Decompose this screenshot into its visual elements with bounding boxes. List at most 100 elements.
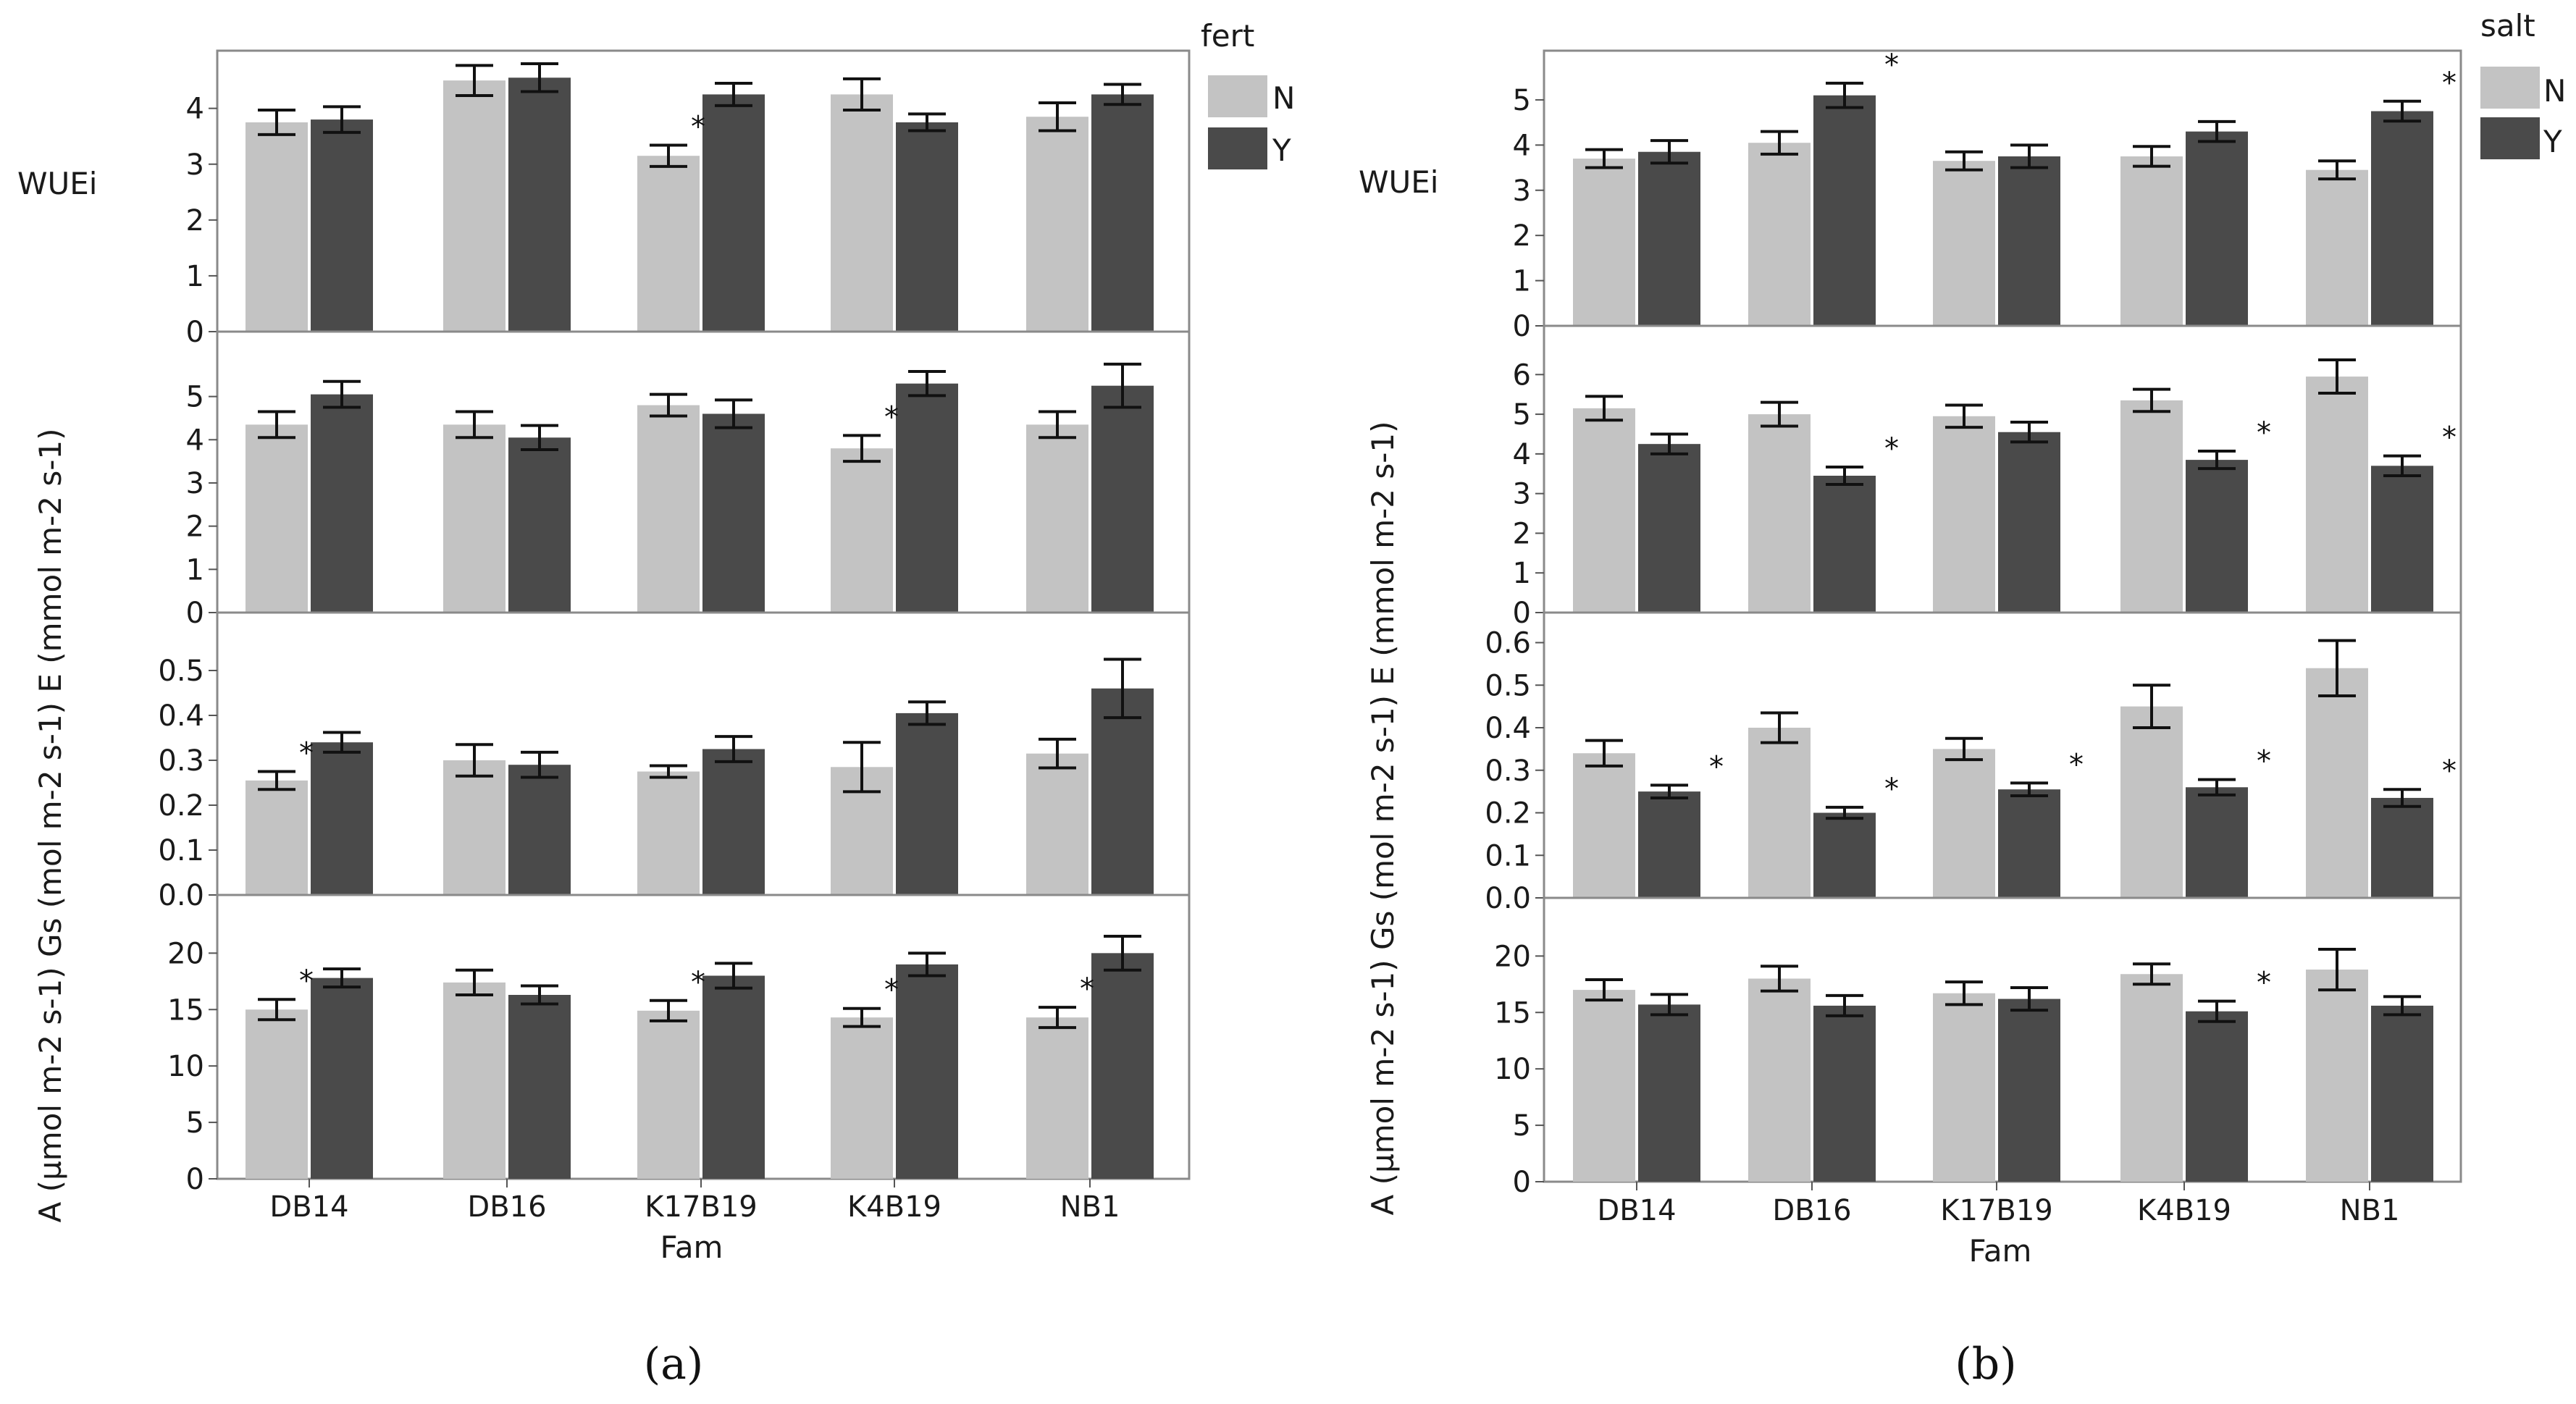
panel-a-a-bar-y-k4b19 <box>896 964 958 1179</box>
panel-b-wuei-errorbar-y-k17b19 <box>2010 143 2048 169</box>
panel-a-a-bar-n-db16 <box>443 982 505 1179</box>
panel-a-legend-title: fert <box>1201 18 1254 54</box>
panel-b-x-axis-title: Fam <box>1969 1233 2032 1269</box>
panel-b-wuei-ytick-label: 2 <box>1513 219 1531 253</box>
panel-a-gs-ytick-label: 0.0 <box>158 879 204 912</box>
panel-b-e-bar-y-k4b19 <box>2186 460 2248 613</box>
panel-b-e-bar-n-k4b19 <box>2120 400 2183 613</box>
panel-b-a-bar-n-k4b19 <box>2120 974 2183 1182</box>
panel-a-wuei-ytick-label: 2 <box>186 204 204 237</box>
panel-a-wuei-bar-n-k4b19 <box>831 94 893 332</box>
panel-b-a-bar-y-db14 <box>1638 1004 1700 1182</box>
panel-b-wuei-errorbar-n-k4b19 <box>2133 145 2170 168</box>
panel-a-e-ytick-label: 4 <box>186 424 204 457</box>
panel-a-gs-bar-n-db14 <box>246 780 308 895</box>
panel-b-a-errorbar-y-k4b19 <box>2198 999 2236 1023</box>
panel-a-a-errorbar-n-k4b19 <box>843 1006 881 1028</box>
panel-b-gs-errorbar-y-db14 <box>1650 783 1688 799</box>
panel-b-wuei-bar-y-k17b19 <box>1998 156 2060 326</box>
panel-a-a-errorbar-n-db16 <box>456 968 493 996</box>
panel-a-legend-swatch-y <box>1208 127 1267 169</box>
panel-a-gs-bar-y-db14 <box>311 742 373 895</box>
panel-a-wuei-label: WUEi <box>17 166 97 201</box>
panel-a-gs-errorbar-n-k17b19 <box>650 764 687 779</box>
panel-a-e-ytick-label: 1 <box>186 553 204 587</box>
panel-a-a-errorbar-n-k17b19 <box>650 999 687 1022</box>
panel-a-gs-errorbar-y-k17b19 <box>715 735 752 763</box>
panel-b-wuei-bar-n-db16 <box>1748 143 1811 326</box>
panel-a-e-bar-y-k4b19 <box>896 383 958 613</box>
panel-b-gs-errorbar-n-k17b19 <box>1945 736 1983 762</box>
panel-b-wuei-bar-n-k4b19 <box>2120 156 2183 326</box>
panel-a-gs-ytick-label: 0.3 <box>158 744 204 778</box>
panel-b-gs-bar-y-db16 <box>1813 812 1876 898</box>
panel-b-wuei-ytick-label: 3 <box>1513 175 1531 208</box>
panel-b-gs-bar-y-db14 <box>1638 791 1700 898</box>
panel-a-a-bar-y-db14 <box>311 978 373 1179</box>
panel-b-e-errorbar-n-db14 <box>1585 395 1623 422</box>
panel-a-wuei-bar-y-db14 <box>311 119 373 332</box>
panel-b-e-significance-star-nb1: * <box>2442 421 2457 455</box>
panel-a-gs-errorbar-y-db16 <box>521 750 558 779</box>
panel-b-e-bar-n-k17b19 <box>1933 416 1995 613</box>
panel-b-e-errorbar-y-db14 <box>1650 432 1688 455</box>
panel-a-e-bar-y-db14 <box>311 394 373 613</box>
panel-b-e-ytick-label: 1 <box>1513 557 1531 590</box>
panel-b-e-ytick-label: 4 <box>1513 438 1531 471</box>
panel-a-xtick-label-k17b19: K17B19 <box>645 1190 757 1224</box>
panel-b-wuei-errorbar-n-db16 <box>1761 130 1798 156</box>
panel-a-a-significance-star-db14: * <box>299 964 314 998</box>
panel-b-gs-ytick-label: 0.6 <box>1485 627 1531 660</box>
panel-b-e-bar-n-db14 <box>1573 408 1635 613</box>
panel-b-a-errorbar-y-nb1 <box>2383 995 2421 1017</box>
panel-b-e-errorbar-y-nb1 <box>2383 454 2421 477</box>
panel-b-xtick-label-nb1: NB1 <box>2340 1194 2400 1227</box>
panel-b-a-ytick-label: 15 <box>1494 996 1531 1030</box>
panel-b-gs-bar-y-k4b19 <box>2186 787 2248 898</box>
panel-b-xtick-label-k17b19: K17B19 <box>1940 1194 2052 1227</box>
panel-a-plot-area: 0 1 2 3 4 * 0 1 2 3 4 5 * 0.0 0.1 0.2 0.3 0.4 0.5 * 0 5 10 15 20… <box>158 49 1191 1224</box>
panel-a-gs-bar-y-k17b19 <box>702 749 765 895</box>
panel-b-gs-bar-n-k17b19 <box>1933 749 1995 898</box>
panel-b-xtick-label-db16: DB16 <box>1772 1194 1851 1227</box>
panel-b-caption: (b) <box>1955 1339 2016 1390</box>
panel-b-e-bar-y-db16 <box>1813 476 1876 613</box>
panel-b-gs-bar-n-db16 <box>1748 728 1811 898</box>
panel-b-legend: salt N Y <box>2480 8 2566 159</box>
panel-a-a-errorbar-n-db14 <box>258 998 295 1022</box>
panel-a-legend: fert N Y <box>1201 18 1295 169</box>
panel-a-legend-label-n: N <box>1272 80 1295 116</box>
panel-a-a-ytick-label: 20 <box>167 937 204 970</box>
panel-b-a-errorbar-n-db16 <box>1761 964 1798 993</box>
panel-a-wuei-errorbar-n-k4b19 <box>843 77 881 112</box>
panel-b-e-bar-y-nb1 <box>2371 466 2433 613</box>
panel-a-y-axis-title: A (µmol m-2 s-1) Gs (mol m-2 s-1) E (mmo… <box>33 429 68 1223</box>
panel-a-a-ytick-label: 0 <box>186 1163 204 1196</box>
panel-a-e-ytick-label: 2 <box>186 510 204 544</box>
panel-a-gs-bar-n-nb1 <box>1026 753 1088 895</box>
panel-b-e-errorbar-n-k17b19 <box>1945 403 1983 429</box>
panel-b-gs-significance-star-nb1: * <box>2442 754 2457 788</box>
panel-b-wuei-significance-star-nb1: * <box>2442 67 2457 100</box>
panel-a-wuei-significance-star-k17b19: * <box>691 111 705 144</box>
panel-b-gs-errorbar-n-db16 <box>1761 711 1798 744</box>
panel-b-wuei-errorbar-n-db14 <box>1585 148 1623 169</box>
panel-b-wuei-bar-y-db16 <box>1813 95 1876 327</box>
panel-a-wuei-errorbar-n-nb1 <box>1039 101 1076 133</box>
panel-a-xtick-label-db16: DB16 <box>467 1190 546 1224</box>
panel-a-wuei-bar-n-nb1 <box>1026 117 1088 332</box>
panel-a-e-errorbar-n-db16 <box>456 410 493 440</box>
panel-a-a-errorbar-y-k4b19 <box>908 951 946 978</box>
panel-b-e-errorbar-y-k4b19 <box>2198 450 2236 471</box>
panel-a-a-significance-star-k4b19: * <box>884 974 899 1007</box>
panel-a-gs-bar-y-nb1 <box>1091 688 1154 895</box>
panel-b-a-bar-y-db16 <box>1813 1005 1876 1182</box>
panel-a-gs-ytick-label: 0.1 <box>158 834 204 867</box>
panel-a-gs-bar-n-k17b19 <box>637 771 700 895</box>
panel-a-e-significance-star-k4b19: * <box>884 400 899 434</box>
panel-b-xtick-label-k4b19: K4B19 <box>2137 1194 2231 1227</box>
panel-b-plot-area: 0 1 2 3 4 5 * * 0 1 2 3 4 5 6 * * * 0.0 0.1 0.2 0.3 0.4 0.5 0.6 *… <box>1485 49 2462 1227</box>
panel-b-e-ytick-label: 6 <box>1513 358 1531 392</box>
panel-a-e-errorbar-n-db14 <box>258 410 295 440</box>
